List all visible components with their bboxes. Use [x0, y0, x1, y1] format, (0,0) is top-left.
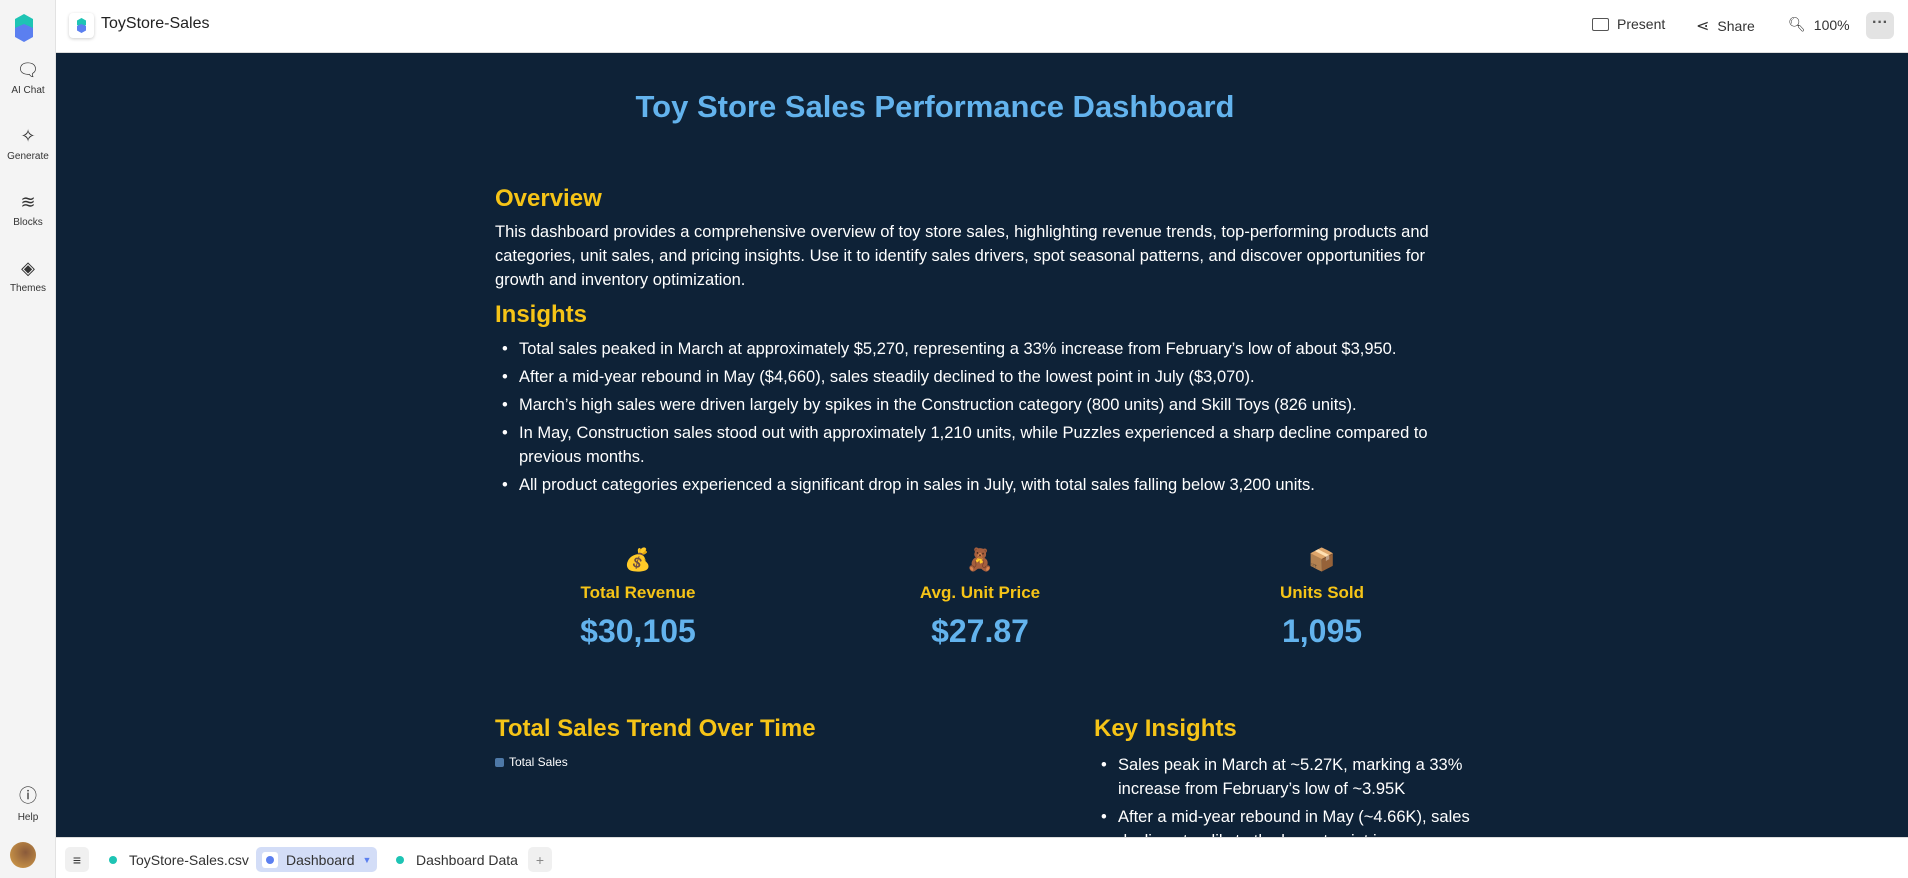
kpi-label: Total Revenue — [580, 583, 696, 602]
teddy-bear-icon: 🧸 — [966, 547, 994, 572]
list-item: After a mid-year rebound in May ($4,660)… — [495, 365, 1465, 389]
zoom-level: 100% — [1813, 16, 1850, 33]
tab-dashboard[interactable]: Dashboard ▼ — [256, 847, 378, 872]
avatar[interactable] — [10, 842, 36, 868]
insights-heading: Insights — [495, 301, 588, 328]
kpi-value: $27.87 — [931, 613, 1029, 649]
sidebar-label: Help — [17, 812, 39, 823]
overview-text: This dashboard provides a comprehensive … — [495, 223, 1429, 289]
dashboard-canvas: Toy Store Sales Performance Dashboard Ov… — [56, 53, 1908, 837]
add-tab-button[interactable]: + — [528, 847, 552, 872]
tab-label: Dashboard Data — [416, 851, 518, 868]
paint-bucket-icon: ◈ — [21, 258, 35, 278]
share-label: Share — [1717, 18, 1755, 34]
document-title[interactable]: ToyStore-Sales — [101, 15, 210, 32]
list-item: Sales peak in March at ~5.27K, marking a… — [1094, 753, 1474, 801]
list-item: Total sales peaked in March at approxima… — [495, 337, 1465, 361]
share-icon: ⋖ — [1696, 18, 1710, 35]
dashboard-icon — [262, 851, 278, 868]
money-bag-icon: 💰 — [624, 547, 652, 572]
chevron-down-icon[interactable]: ▼ — [362, 854, 372, 865]
kpi-label: Avg. Unit Price — [919, 583, 1041, 602]
legend-swatch — [495, 757, 504, 767]
insights-list: Total sales peaked in March at approxima… — [495, 337, 1465, 501]
help-icon: ⓘ — [19, 786, 37, 806]
sheet-icon — [392, 851, 408, 868]
key-insights-list: Sales peak in March at ~5.27K, marking a… — [1094, 753, 1474, 837]
sidebar-item-blocks[interactable]: ≋ Blocks — [0, 192, 56, 228]
sidebar-label: Themes — [9, 283, 47, 294]
chart-legend[interactable]: Total Sales — [495, 755, 568, 769]
tab-label: Dashboard — [286, 851, 355, 868]
kpi-total-revenue: 💰 Total Revenue $30,105 — [488, 547, 788, 650]
sales-trend-chart: 6K5K4.5K3.95K5.27K4.4K4.66K4.26K — [495, 778, 1055, 837]
sidebar-item-themes[interactable]: ◈ Themes — [0, 258, 56, 294]
kpi-value: $30,105 — [580, 613, 696, 649]
key-insights-heading: Key Insights — [1094, 715, 1237, 742]
sidebar-item-ai-chat[interactable]: 🗨 AI Chat — [0, 60, 56, 96]
sidebar-label: Generate — [7, 151, 49, 162]
bottom-tab-bar: ≡ ToyStore-Sales.csv Dashboard ▼ Dashboar… — [56, 837, 1908, 878]
kpi-label: Units Sold — [1279, 583, 1365, 602]
overview-heading: Overview — [495, 185, 602, 212]
list-item: In May, Construction sales stood out wit… — [495, 421, 1465, 469]
list-item: All product categories experienced a sig… — [495, 473, 1465, 497]
sheet-menu-button[interactable]: ≡ — [65, 847, 89, 872]
sidebar-item-help[interactable]: ⓘ Help — [0, 782, 56, 823]
sidebar: 🗨 AI Chat ✧ Generate ≋ Blocks ◈ Themes ⓘ Help — [0, 0, 56, 878]
sidebar-item-generate[interactable]: ✧ Generate — [0, 126, 56, 162]
layers-plus-icon: ≋ — [20, 192, 36, 212]
sidebar-label: Blocks — [13, 217, 43, 228]
kpi-avg-unit-price: 🧸 Avg. Unit Price $27.87 — [830, 547, 1130, 650]
trend-heading: Total Sales Trend Over Time — [495, 715, 816, 742]
present-label: Present — [1617, 16, 1666, 32]
sidebar-label: AI Chat — [11, 85, 45, 96]
kpi-value: 1,095 — [1281, 613, 1363, 649]
chat-bolt-icon: 🗨 — [16, 60, 40, 80]
list-item: March’s high sales were driven largely b… — [495, 393, 1465, 417]
present-icon — [1592, 17, 1609, 31]
list-item: After a mid-year rebound in May (~4.66K)… — [1094, 805, 1474, 837]
sparkle-icon: ✧ — [20, 126, 36, 146]
more-options-button[interactable]: ··· — [1866, 12, 1894, 39]
share-button[interactable]: ⋖ Share — [1696, 16, 1755, 36]
package-icon: 📦 — [1308, 547, 1336, 572]
header: ToyStore-Sales Present ⋖ Share 🔍︎ 100% ··· — [56, 0, 1908, 53]
app-logo-icon[interactable] — [15, 14, 33, 42]
zoom-button[interactable]: 🔍︎ 100% — [1788, 16, 1850, 33]
document-icon — [69, 13, 94, 38]
kpi-units-sold: 📦 Units Sold 1,095 — [1172, 547, 1472, 650]
legend-label: Total Sales — [509, 755, 568, 769]
tab-label: ToyStore-Sales.csv — [129, 851, 249, 868]
tab-dashboard-data[interactable]: Dashboard Data — [386, 847, 524, 872]
page-title: Toy Store Sales Performance Dashboard — [635, 89, 1235, 124]
present-button[interactable]: Present — [1592, 16, 1665, 32]
sheet-icon — [105, 851, 121, 868]
zoom-icon: 🔍︎ — [1788, 16, 1806, 32]
tab-toystore-sales-csv[interactable]: ToyStore-Sales.csv — [99, 847, 255, 872]
